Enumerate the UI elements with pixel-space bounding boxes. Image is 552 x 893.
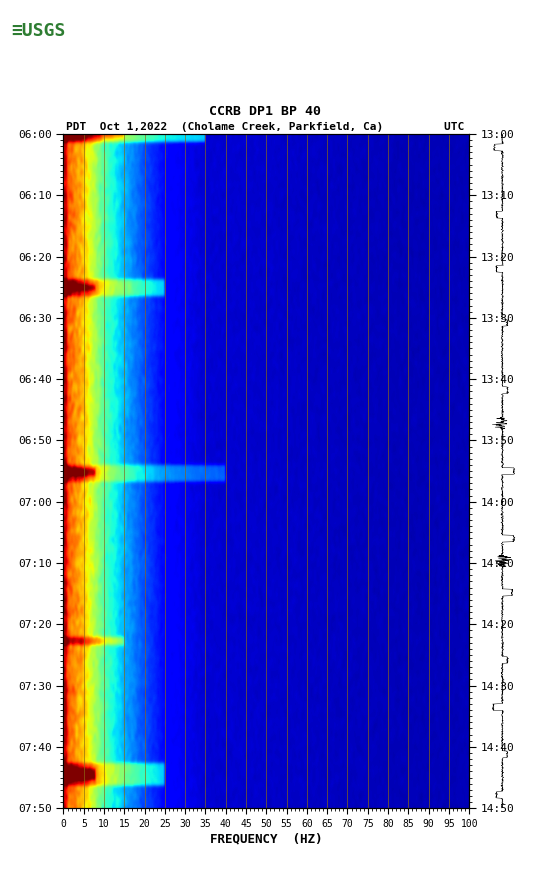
X-axis label: FREQUENCY  (HZ): FREQUENCY (HZ) <box>210 833 322 846</box>
Text: PDT  Oct 1,2022  (Cholame Creek, Parkfield, Ca)         UTC: PDT Oct 1,2022 (Cholame Creek, Parkfield… <box>66 121 464 132</box>
Text: ≡USGS: ≡USGS <box>11 22 66 40</box>
Text: CCRB DP1 BP 40: CCRB DP1 BP 40 <box>209 105 321 118</box>
